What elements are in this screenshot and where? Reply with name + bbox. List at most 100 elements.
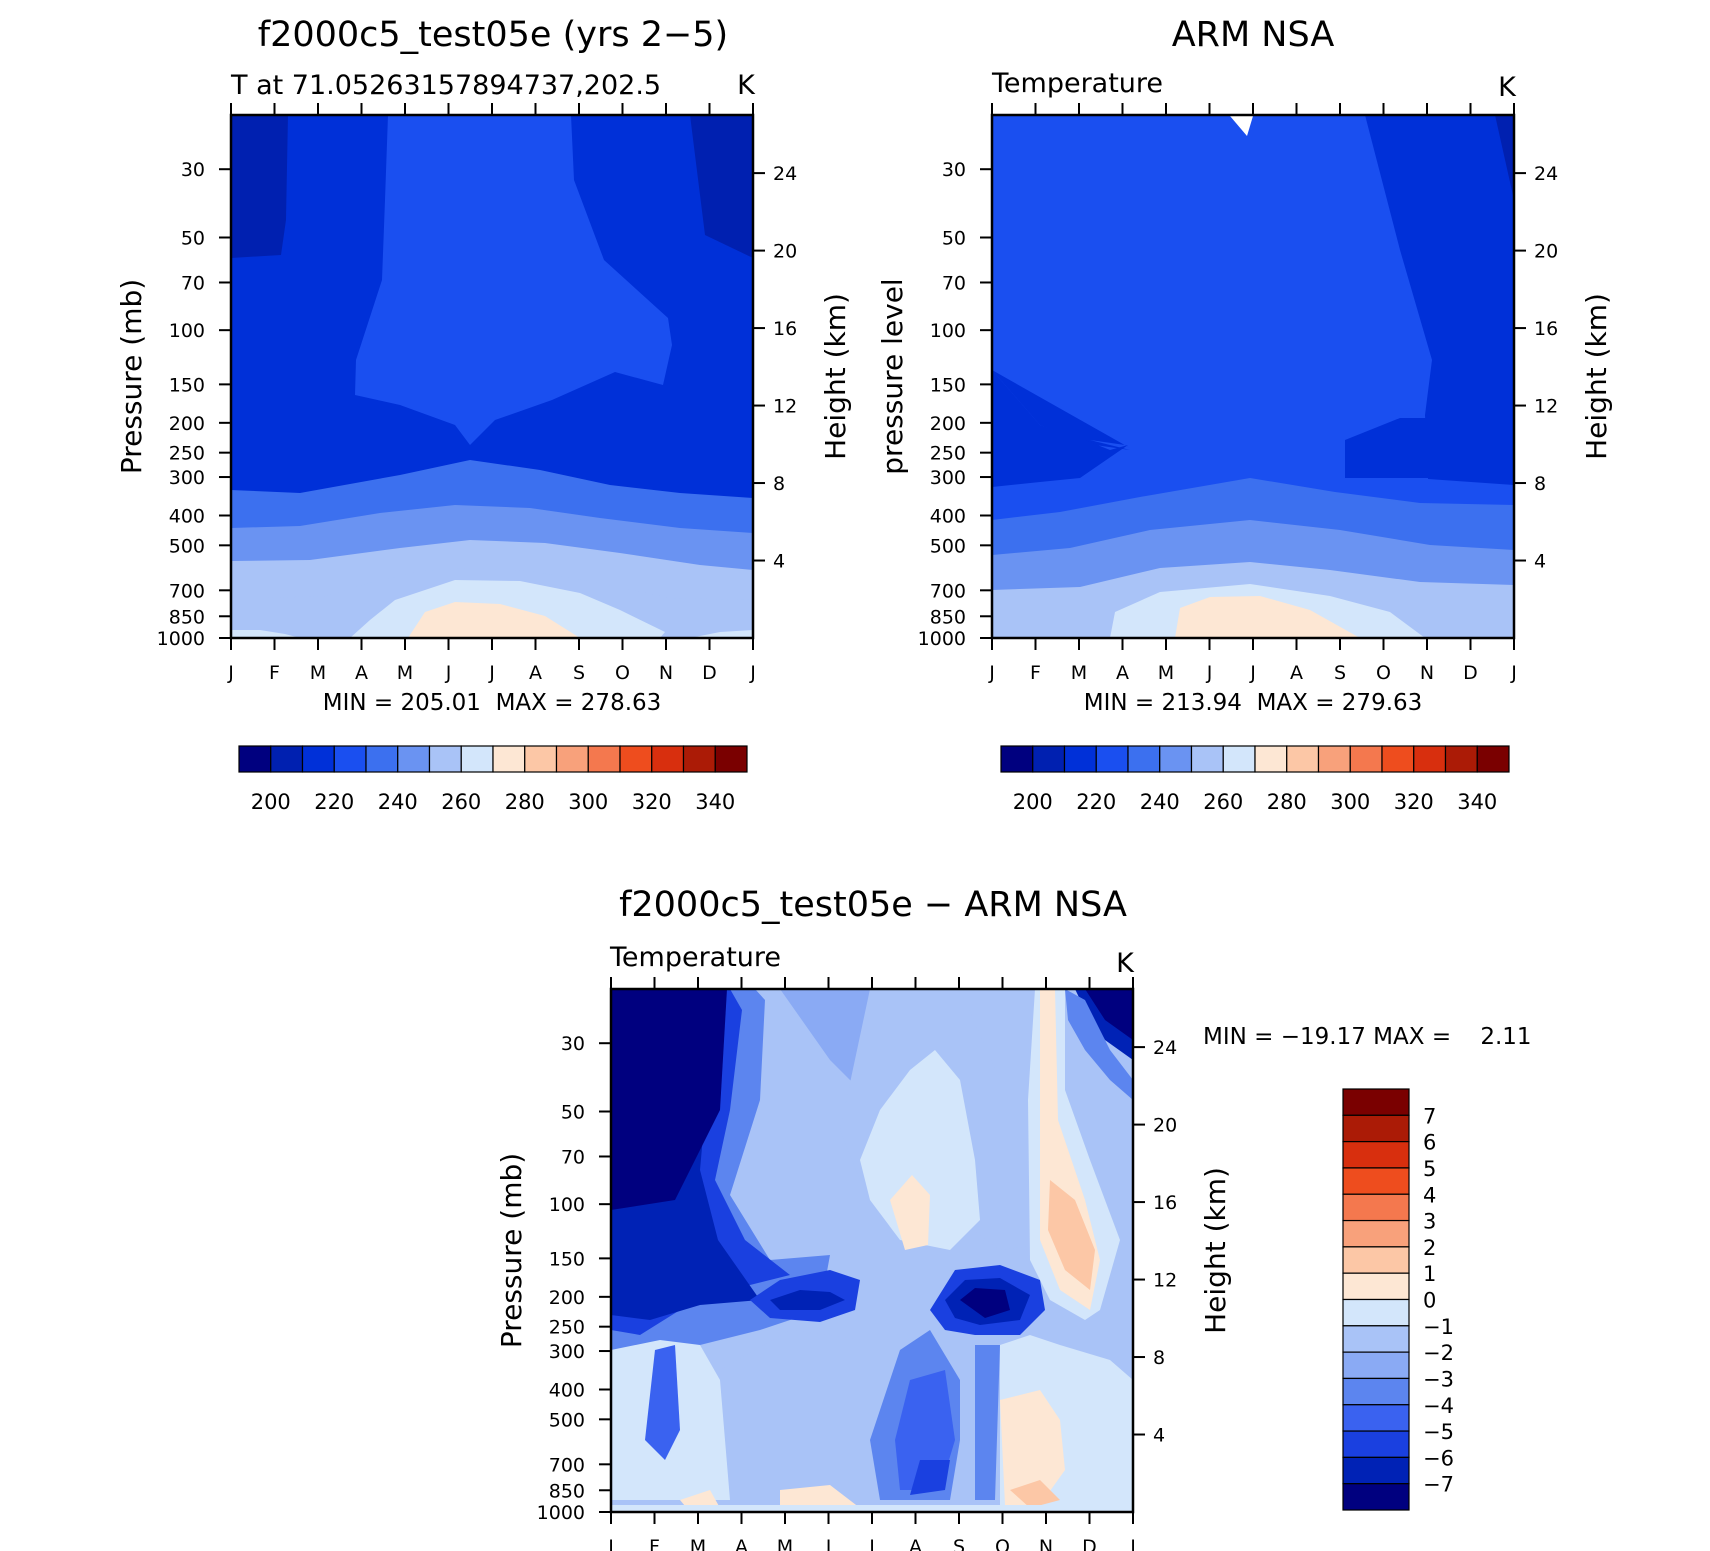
model-colorbar-label: 280 (505, 790, 545, 814)
diff-pressure-label: 700 (549, 1454, 585, 1476)
diff-colorbar: 7 654 321 0−1−2−3 −4−5−6 −7 (1342, 1088, 1454, 1511)
model-colorbar-swatch (333, 745, 367, 773)
obs-month-label: J (1206, 662, 1213, 684)
obs-min-value: 213.94 (1161, 690, 1241, 716)
model-units: K (737, 70, 756, 101)
obs-pressure-label: 100 (930, 320, 966, 342)
model-colorbar-swatch (428, 745, 462, 773)
obs-month-label: N (1420, 662, 1434, 684)
obs-colorbar-label: 320 (1394, 790, 1434, 814)
model-pressure-label: 300 (169, 467, 205, 489)
diff-colorbar-swatch (1342, 1272, 1410, 1301)
obs-pressure-label: 300 (930, 467, 966, 489)
diff-colorbar-label: −1 (1423, 1315, 1454, 1339)
obs-height-label: 24 (1534, 163, 1558, 185)
diff-ylabel-right: Height (km) (1199, 1167, 1232, 1334)
obs-pressure-label: 30 (942, 159, 966, 181)
diff-colorbar-swatch (1342, 1404, 1410, 1432)
obs-colorbar-swatch (1000, 745, 1034, 773)
diff-month-label: F (649, 1536, 660, 1551)
diff-colorbar-label: 1 (1423, 1262, 1436, 1286)
model-pressure-label: 100 (169, 320, 205, 342)
obs-month-label: A (1116, 662, 1129, 684)
diff-colorbar-label: −7 (1423, 1473, 1454, 1497)
diff-height-label: 12 (1153, 1270, 1177, 1292)
model-colorbar-swatch (714, 745, 748, 773)
model-height-label: 4 (773, 551, 785, 573)
model-month-label: M (397, 662, 413, 684)
model-month-label: D (702, 662, 717, 684)
model-month-label: J (445, 662, 452, 684)
obs-ylabel-right: Height (km) (1580, 293, 1613, 460)
obs-colorbar-swatch (1222, 745, 1256, 773)
obs-pressure-label: 250 (930, 443, 966, 465)
diff-subtitle: Temperature (609, 942, 781, 973)
model-colorbar-swatch (682, 745, 716, 773)
model-colorbar-swatch (587, 745, 621, 773)
model-month-label: J (488, 662, 495, 684)
model-month-label: M (310, 662, 326, 684)
obs-height-label: 16 (1534, 318, 1558, 340)
model-max-value: 278.63 (581, 690, 661, 716)
model-max-label: MAX = (496, 690, 574, 716)
obs-colorbar-swatch (1159, 745, 1193, 773)
diff-month-label: A (909, 1536, 922, 1551)
model-min-value: 205.01 (400, 690, 480, 716)
obs-pressure-label: 200 (930, 413, 966, 435)
diff-pressure-label: 100 (549, 1194, 585, 1216)
model-month-label: J (749, 662, 756, 684)
diff-colorbar-swatch (1342, 1219, 1410, 1248)
model-colorbar-label: 220 (314, 790, 354, 814)
diff-height-label: 8 (1153, 1347, 1165, 1369)
diff-stats: MIN = −19.17 MAX = 2.11 (1203, 1024, 1532, 1050)
diff-max-label: MAX = (1373, 1024, 1451, 1050)
obs-colorbar-swatch (1063, 745, 1097, 773)
obs-max-label: MAX = (1257, 690, 1335, 716)
obs-month-label: J (1510, 662, 1517, 684)
model-colorbar-swatch (460, 745, 494, 773)
model-month-label: A (529, 662, 542, 684)
obs-colorbar-swatch (1127, 745, 1161, 773)
model-pressure-label: 200 (169, 413, 205, 435)
diff-colorbar-swatch (1342, 1430, 1410, 1458)
model-colorbar-label: 320 (632, 790, 672, 814)
model-colorbar-label: 240 (378, 790, 418, 814)
model-month-label: F (269, 662, 280, 684)
panel-diff: f2000c5_test05e − ARM NSA Temperature K (495, 885, 1532, 1551)
obs-pressure-label: 500 (930, 535, 966, 557)
diff-pressure-label: 50 (561, 1101, 585, 1123)
model-height-label: 12 (773, 396, 797, 418)
model-title: f2000c5_test05e (yrs 2−5) (258, 15, 728, 55)
model-month-label: A (355, 662, 368, 684)
obs-month-label: O (1376, 662, 1391, 684)
model-colorbar-label: 300 (568, 790, 608, 814)
model-min-label: MIN = (323, 690, 393, 716)
diff-units: K (1116, 948, 1135, 979)
diff-colorbar-swatch (1342, 1141, 1410, 1169)
model-pressure-label: 70 (181, 272, 205, 294)
diff-colorbar-label: −2 (1423, 1341, 1454, 1365)
diff-colorbar-swatch (1342, 1193, 1410, 1222)
diff-month-label: J (607, 1536, 614, 1551)
model-pressure-label: 850 (169, 606, 205, 628)
obs-pressure-label: 50 (942, 227, 966, 249)
diff-pressure-label: 150 (549, 1248, 585, 1270)
diff-pressure-label: 500 (549, 1409, 585, 1431)
model-height-label: 20 (773, 241, 797, 263)
diff-colorbar-label: 7 (1423, 1104, 1436, 1128)
diff-colorbar-swatch (1342, 1088, 1410, 1116)
obs-colorbar-swatch (1349, 745, 1383, 773)
diff-colorbar-label: 4 (1423, 1183, 1436, 1207)
diff-month-label: J (868, 1536, 875, 1551)
diff-pressure-label: 30 (561, 1033, 585, 1055)
obs-colorbar-label: 240 (1140, 790, 1180, 814)
diff-min-value: −19.17 (1281, 1024, 1366, 1050)
diff-colorbar-label: −5 (1423, 1420, 1454, 1444)
obs-colorbar-swatch (1444, 745, 1478, 773)
obs-month-label: S (1334, 662, 1346, 684)
model-colorbar-swatch (270, 745, 304, 773)
obs-colorbar-swatch (1190, 745, 1224, 773)
